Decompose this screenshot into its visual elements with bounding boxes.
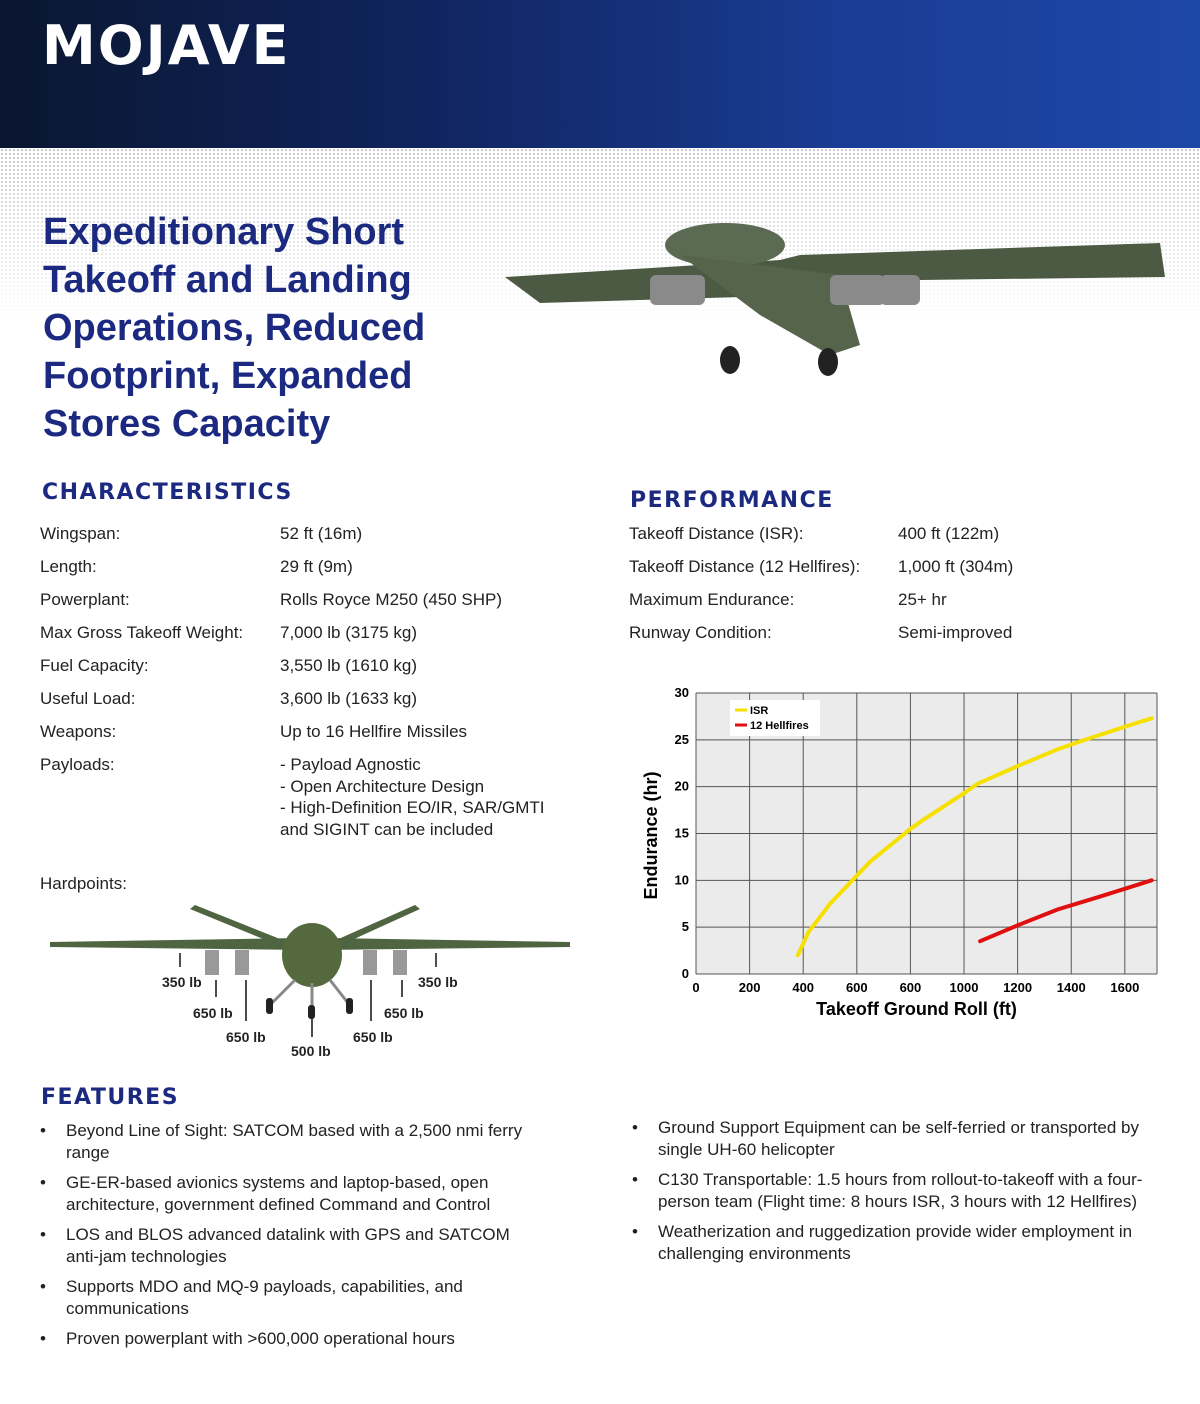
y-axis-label: Endurance (hr) [641, 771, 661, 899]
payloads-label: Payloads: [40, 755, 115, 774]
hardpoint-label: 650 lb [353, 1029, 393, 1045]
feature-item: C130 Transportable: 1.5 hours from rollo… [632, 1169, 1177, 1213]
hardpoint-label: 500 lb [291, 1043, 331, 1059]
x-tick-label: 600 [846, 980, 868, 995]
characteristic-value: Up to 16 Hellfire Missiles [280, 722, 468, 741]
payload-item: - High-Definition EO/IR, SAR/GMTI [280, 798, 545, 817]
hardpoint-label: 650 lb [384, 1005, 424, 1021]
characteristic-value: 52 ft (16m) [280, 524, 363, 543]
characteristic-label: Powerplant: [40, 590, 130, 609]
x-tick-label: 200 [739, 980, 761, 995]
y-tick-label: 0 [682, 966, 689, 981]
performance-label: Maximum Endurance: [629, 590, 795, 609]
feature-item: Beyond Line of Sight: SATCOM based with … [40, 1120, 540, 1164]
characteristic-label: Fuel Capacity: [40, 656, 149, 675]
hardpoints-label: Hardpoints: [40, 874, 127, 893]
y-tick-label: 30 [675, 685, 689, 700]
feature-item: Supports MDO and MQ-9 payloads, capabili… [40, 1276, 540, 1320]
performance-label: Runway Condition: [629, 623, 772, 642]
series-line-12-hellfires [978, 878, 1154, 944]
characteristic-value: 3,550 lb (1610 kg) [280, 656, 418, 675]
series-line-isr [795, 716, 1154, 958]
performance-value: 400 ft (122m) [898, 524, 1000, 543]
performance-heading: PERFORMANCE [630, 488, 834, 513]
hardpoint-label: 650 lb [193, 1005, 233, 1021]
characteristic-label: Length: [40, 557, 97, 576]
performance-value: 1,000 ft (304m) [898, 557, 1014, 576]
y-tick-label: 20 [675, 779, 689, 794]
y-tick-label: 25 [675, 732, 689, 747]
header-banner: MOJAVE [0, 0, 1200, 148]
characteristic-value: 7,000 lb (3175 kg) [280, 623, 418, 642]
features-heading: FEATURES [41, 1085, 180, 1110]
legend-label: 12 Hellfires [750, 720, 809, 732]
payload-item: - Payload Agnostic [280, 755, 421, 774]
hardpoint-label: 650 lb [226, 1029, 266, 1045]
feature-item: GE-ER-based avionics systems and laptop-… [40, 1172, 540, 1216]
feature-item: Weatherization and ruggedization provide… [632, 1221, 1177, 1265]
characteristic-value: 29 ft (9m) [280, 557, 353, 576]
characteristic-value: Rolls Royce M250 (450 SHP) [280, 590, 503, 609]
performance-value: Semi-improved [898, 623, 1013, 642]
hardpoint-label: 350 lb [418, 974, 458, 990]
page-title: MOJAVE [42, 14, 291, 77]
endurance-chart: 0 200 400 600 600 1000 1200 1400 1600 0 5 10 15 20 25 3… [641, 685, 1158, 1019]
payloads-list: - Payload Agnostic - Open Architecture D… [280, 754, 545, 840]
characteristic-value: 3,600 lb (1633 kg) [280, 689, 418, 708]
legend-label: ISR [750, 705, 768, 717]
feature-item: Proven powerplant with >600,000 operatio… [40, 1328, 540, 1350]
performance-value: 25+ hr [898, 590, 947, 609]
y-tick-label: 15 [675, 826, 689, 841]
hardpoints-diagram: 350 lb 650 lb 650 lb 500 lb 650 lb 650 l… [50, 905, 570, 1059]
performance-label: Takeoff Distance (12 Hellfires): [629, 557, 861, 576]
x-tick-label: 600 [900, 980, 922, 995]
characteristic-label: Weapons: [40, 722, 117, 741]
x-tick-label: 1200 [1003, 980, 1032, 995]
x-tick-label: 400 [792, 980, 814, 995]
performance-label: Takeoff Distance (ISR): [629, 524, 804, 543]
y-tick-label: 10 [675, 872, 689, 887]
characteristics-heading: CHARACTERISTICS [42, 480, 293, 505]
characteristic-label: Wingspan: [40, 524, 121, 543]
hardpoint-label: 350 lb [162, 974, 202, 990]
characteristic-label: Useful Load: [40, 689, 136, 708]
legend [730, 700, 820, 736]
x-axis-label: Takeoff Ground Roll (ft) [816, 999, 1017, 1019]
characteristic-label: Max Gross Takeoff Weight: [40, 623, 244, 642]
x-tick-label: 1000 [950, 980, 979, 995]
x-tick-label: 0 [692, 980, 699, 995]
feature-item: Ground Support Equipment can be self-fer… [632, 1117, 1177, 1161]
x-tick-label: 1400 [1057, 980, 1086, 995]
payload-item: - Open Architecture Design [280, 776, 485, 796]
x-tick-label: 1600 [1110, 980, 1139, 995]
y-tick-label: 5 [682, 919, 689, 934]
features-list-left: Beyond Line of Sight: SATCOM based with … [40, 1120, 540, 1358]
features-list-right: Ground Support Equipment can be self-fer… [632, 1117, 1177, 1273]
feature-item: LOS and BLOS advanced datalink with GPS … [40, 1224, 540, 1268]
tagline: Expeditionary Short Takeoff and Landing … [43, 211, 426, 445]
drone-image [505, 223, 1165, 376]
payload-item: and SIGINT can be included [280, 819, 494, 839]
